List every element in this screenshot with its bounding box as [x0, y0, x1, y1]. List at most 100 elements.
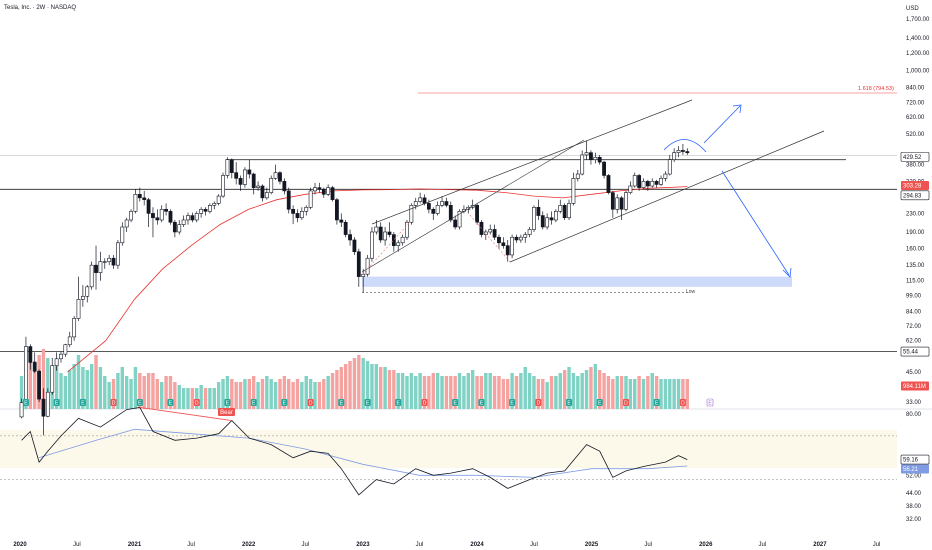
volume-bar	[326, 376, 330, 409]
candle-body	[457, 211, 462, 228]
volume-bar	[396, 373, 400, 409]
candle-body	[589, 152, 593, 160]
price-tick-label: 1,200.00	[906, 51, 930, 57]
candle	[50, 357, 55, 395]
candle-body	[645, 181, 650, 187]
candle	[602, 160, 606, 179]
zone-rect	[362, 276, 792, 287]
candle-body	[264, 192, 269, 199]
trend-drawings	[361, 99, 825, 278]
volume-bar	[63, 376, 68, 409]
candle-body	[619, 197, 624, 210]
volume-bar	[190, 388, 195, 409]
time-tick-label: Jul	[73, 542, 81, 548]
volume-bar	[597, 370, 602, 409]
candle-body	[378, 226, 383, 241]
candle-body	[225, 159, 230, 176]
volume-bar	[72, 364, 76, 409]
volume-bar	[282, 376, 287, 409]
candle	[216, 194, 221, 206]
volume-bar	[133, 367, 138, 409]
candle	[676, 146, 681, 158]
candle	[431, 207, 436, 220]
candle-body	[488, 229, 493, 233]
rsi-indicator: Bear	[21, 406, 688, 496]
candle-body	[19, 402, 24, 418]
projection-arc	[663, 139, 707, 153]
candle-body	[409, 205, 414, 223]
volume-bar	[33, 361, 37, 409]
candle	[251, 172, 256, 195]
event-marker-box	[193, 399, 200, 406]
volume-bar	[392, 370, 396, 409]
candle-body	[426, 203, 431, 210]
candle	[624, 190, 628, 212]
channel-lower	[509, 130, 825, 263]
event-marker-letter: D	[624, 401, 628, 407]
candle	[59, 351, 63, 363]
candle	[606, 174, 611, 195]
candle	[28, 344, 33, 370]
event-marker: E	[364, 399, 371, 407]
event-marker-box	[509, 399, 516, 406]
candle-body	[111, 257, 116, 266]
candle-body	[553, 211, 558, 221]
volume-bar	[562, 370, 567, 409]
candle-body	[94, 264, 98, 273]
candle-body	[321, 188, 326, 195]
candle	[356, 248, 361, 287]
event-marker-box	[110, 399, 117, 406]
candle-body	[330, 187, 335, 200]
candle-body	[597, 156, 602, 163]
event-marker-letter: E	[708, 401, 712, 407]
candle-body	[632, 175, 637, 187]
candle-body	[615, 197, 620, 210]
candle-body	[343, 221, 348, 235]
down-arrow-head	[782, 267, 792, 278]
event-marker: E	[167, 399, 174, 407]
volume-bar	[558, 373, 562, 409]
level-55-badge-text: 55.44	[903, 350, 919, 356]
candle-body	[313, 187, 317, 192]
candle-body	[159, 208, 164, 221]
candle	[243, 167, 247, 188]
candle	[24, 336, 28, 404]
candle-body	[676, 150, 681, 153]
volume-bar	[343, 364, 348, 409]
time-tick-label: 2024	[470, 542, 484, 548]
candle	[291, 205, 296, 225]
volume-bar	[269, 379, 273, 409]
candle-body	[602, 161, 606, 176]
volume-bar	[98, 367, 103, 409]
candle	[221, 172, 225, 198]
event-marker-letter: E	[169, 401, 173, 407]
candle	[273, 164, 278, 180]
event-marker: E	[452, 399, 459, 407]
candle	[659, 175, 663, 187]
candle	[523, 231, 528, 243]
candle-body	[387, 231, 392, 235]
candles[interactable]	[19, 140, 690, 436]
volume-bar	[633, 379, 637, 409]
event-marker-letter: E	[397, 401, 401, 407]
candle-body	[229, 159, 234, 173]
candle	[313, 182, 317, 195]
event-marker: E	[22, 399, 29, 407]
candle-body	[681, 150, 685, 152]
rsi-tick-label: 38.00	[906, 504, 922, 510]
candle-body	[383, 231, 387, 241]
volume-bar	[501, 379, 506, 409]
candle	[194, 211, 199, 223]
candle-body	[286, 190, 291, 210]
candle	[501, 237, 506, 249]
volume-bar	[479, 376, 484, 409]
candle	[672, 148, 677, 163]
volume-bar	[317, 382, 322, 409]
volume-bar	[641, 379, 646, 409]
candle	[391, 231, 396, 252]
volume-bar	[111, 379, 116, 409]
volume-bar	[107, 382, 111, 409]
volume-bar	[168, 376, 173, 409]
candle-body	[260, 185, 265, 199]
